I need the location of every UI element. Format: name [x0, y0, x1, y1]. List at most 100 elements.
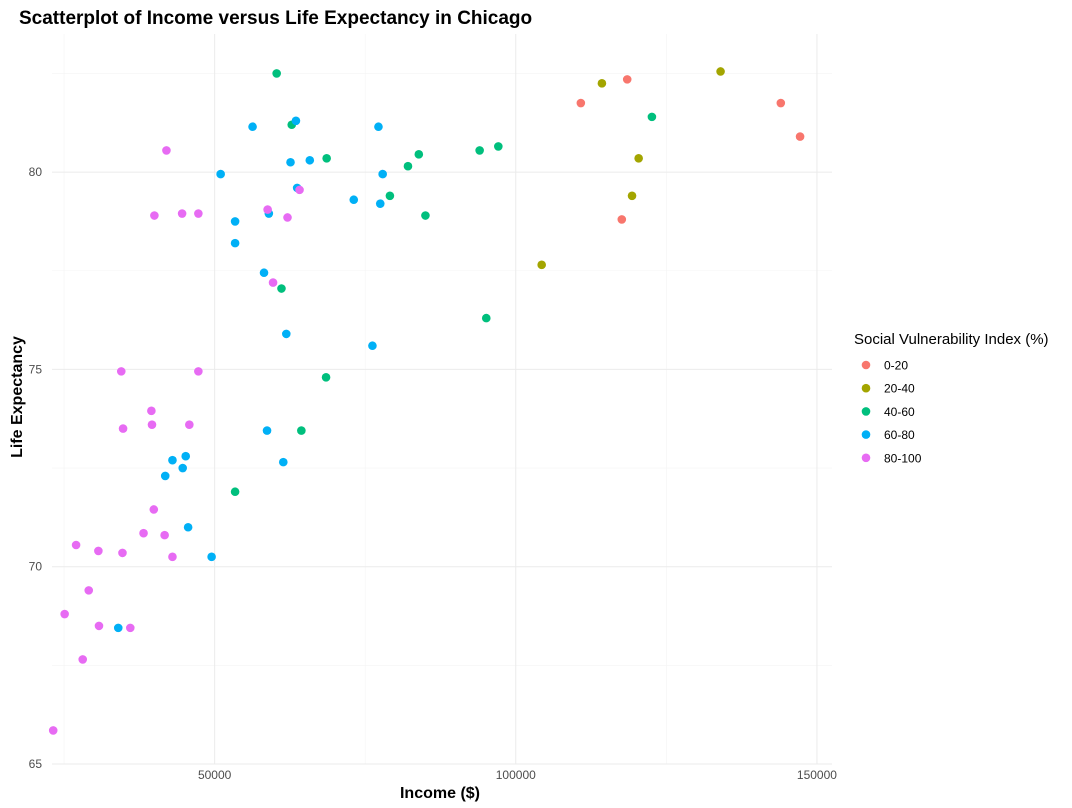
data-point-60-80: [368, 341, 377, 351]
legend-title: Social Vulnerability Index (%): [854, 331, 1049, 348]
data-point-20-40: [627, 191, 637, 201]
data-point-80-100: [60, 609, 69, 619]
legend-label-40-60: 40-60: [884, 405, 915, 419]
data-point-80-100: [126, 623, 135, 633]
data-point-40-60: [647, 112, 657, 122]
data-point-80-100: [149, 505, 159, 514]
legend-label-80-100: 80-100: [884, 451, 922, 465]
axis-ticks: 50000 100000 150000 65 70 75 80: [29, 165, 838, 782]
data-point-60-80: [230, 238, 240, 248]
data-point-60-80: [178, 463, 188, 473]
y-axis-title: Life Expectancy: [9, 336, 26, 458]
data-point-80-100: [71, 540, 81, 550]
legend-key-20-40: [861, 383, 871, 393]
legend-key-0-20: [861, 360, 871, 370]
legend-label-60-80: 60-80: [884, 428, 915, 442]
data-point-80-100: [48, 726, 58, 735]
data-point-60-80: [207, 552, 216, 562]
legend-label-0-20: 0-20: [884, 359, 908, 373]
data-point-80-100: [162, 146, 171, 155]
grid: [52, 34, 832, 765]
data-point-60-80: [282, 329, 291, 339]
data-point-60-80: [181, 451, 191, 461]
legend-label-20-40: 20-40: [884, 382, 915, 396]
data-point-80-100: [283, 213, 292, 222]
data-point-80-100: [160, 530, 169, 540]
data-point-80-100: [84, 586, 94, 595]
data-point-60-80: [230, 217, 240, 226]
data-point-60-80: [291, 116, 301, 126]
y-tick-label: 70: [29, 560, 43, 574]
data-point-60-80: [183, 522, 193, 532]
data-point-60-80: [374, 122, 383, 132]
data-point-80-100: [78, 655, 88, 664]
data-point-40-60: [403, 161, 413, 171]
data-point-40-60: [272, 69, 281, 78]
x-axis-title: Income ($): [400, 785, 480, 802]
data-point-60-80: [113, 623, 123, 633]
data-point-40-60: [481, 313, 491, 323]
legend: Social Vulnerability Index (%) 0-20 20-40…: [854, 331, 1049, 465]
data-point-80-100: [194, 209, 203, 218]
data-point-40-60: [475, 146, 484, 155]
legend-key-80-100: [861, 453, 871, 463]
data-point-80-100: [150, 211, 159, 220]
data-point-40-60: [277, 284, 286, 293]
data-point-80-100: [118, 424, 128, 433]
data-point-60-80: [262, 426, 272, 435]
data-point-80-100: [168, 552, 177, 562]
x-tick-label: 100000: [496, 768, 536, 782]
data-point-80-100: [139, 528, 148, 538]
x-tick-label: 50000: [198, 768, 232, 782]
x-tick-label: 150000: [797, 768, 837, 782]
data-point-60-80: [259, 268, 269, 278]
data-point-80-100: [295, 185, 304, 195]
y-tick-label: 65: [29, 757, 43, 771]
data-point-80-100: [116, 367, 126, 376]
data-point-0-20: [617, 215, 627, 224]
data-points: [48, 67, 805, 735]
data-point-60-80: [286, 157, 295, 167]
data-point-0-20: [576, 98, 586, 108]
data-point-20-40: [716, 67, 725, 76]
data-point-60-80: [375, 199, 385, 208]
data-point-80-100: [118, 548, 127, 558]
data-point-20-40: [634, 153, 643, 163]
data-point-60-80: [378, 169, 387, 179]
legend-key-60-80: [861, 430, 871, 439]
data-point-80-100: [263, 205, 272, 214]
data-point-60-80: [349, 195, 359, 205]
data-point-80-100: [147, 420, 157, 429]
data-point-0-20: [776, 98, 786, 108]
data-point-80-100: [94, 621, 104, 631]
data-point-80-100: [185, 420, 194, 429]
data-point-40-60: [414, 150, 424, 159]
chart-title: Scatterplot of Income versus Life Expect…: [19, 8, 532, 29]
data-point-60-80: [278, 457, 288, 467]
y-tick-label: 80: [29, 165, 43, 179]
data-point-80-100: [268, 278, 278, 287]
data-point-60-80: [216, 169, 225, 179]
data-point-60-80: [160, 471, 170, 481]
data-point-40-60: [230, 487, 240, 497]
data-point-40-60: [297, 426, 306, 435]
data-point-0-20: [622, 75, 632, 84]
data-point-40-60: [322, 153, 331, 163]
data-point-40-60: [385, 191, 395, 201]
data-point-60-80: [305, 155, 315, 165]
data-point-40-60: [321, 372, 331, 382]
legend-key-40-60: [861, 407, 871, 416]
data-point-80-100: [94, 546, 103, 556]
y-tick-label: 75: [29, 362, 43, 376]
data-point-40-60: [494, 142, 503, 151]
data-point-80-100: [194, 367, 203, 376]
data-point-20-40: [597, 79, 607, 88]
data-point-60-80: [168, 455, 177, 465]
data-point-0-20: [795, 132, 805, 141]
data-point-20-40: [537, 260, 546, 270]
data-point-40-60: [421, 211, 430, 220]
data-point-80-100: [147, 406, 156, 416]
data-point-60-80: [248, 122, 257, 132]
